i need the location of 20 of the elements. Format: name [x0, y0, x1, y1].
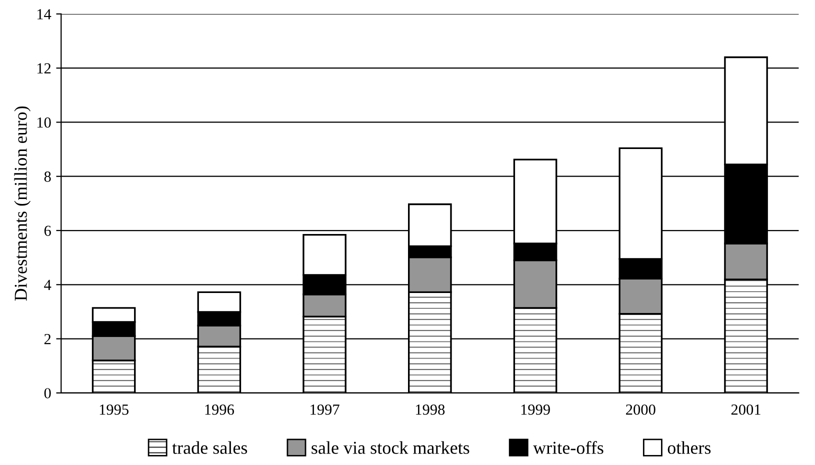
y-tick-label: 14 [37, 9, 52, 20]
legend-label: others [668, 441, 711, 454]
y-tick-label: 2 [44, 334, 51, 344]
y-axis-title: Divestments (million euro) [14, 106, 31, 301]
x-tick-label: 1996 [205, 404, 234, 415]
y-tick-label: 12 [37, 63, 51, 74]
x-tick-label: 1999 [521, 404, 550, 415]
y-tick-label: 6 [44, 226, 51, 236]
y-tick-label: 10 [37, 117, 51, 128]
x-tick-label: 1998 [416, 404, 445, 415]
text: trade sales [172, 441, 248, 454]
x-tick-label: 2001 [731, 404, 760, 415]
x-tick-label: 2000 [626, 404, 656, 415]
legend-label: write-offs [533, 441, 604, 454]
x-tick-label: 1995 [100, 404, 128, 415]
legend-label: sale via stock markets [312, 441, 470, 454]
y-tick-label: 0 [44, 388, 51, 398]
x-tick-label: 1997 [310, 404, 340, 415]
y-tick-label: 8 [44, 172, 51, 182]
y-tick-label: 4 [44, 280, 52, 290]
